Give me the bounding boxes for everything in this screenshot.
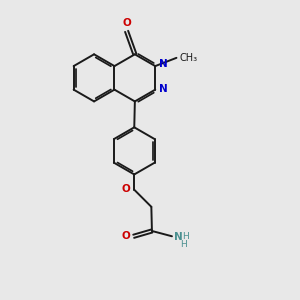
Text: H: H [180,240,187,249]
Text: O: O [122,231,131,241]
Text: O: O [122,184,131,194]
Text: O: O [122,18,131,28]
Text: H: H [183,232,189,242]
Text: N: N [174,232,182,242]
Text: N: N [159,59,168,69]
Text: CH₃: CH₃ [179,53,197,63]
Text: N: N [159,84,168,94]
